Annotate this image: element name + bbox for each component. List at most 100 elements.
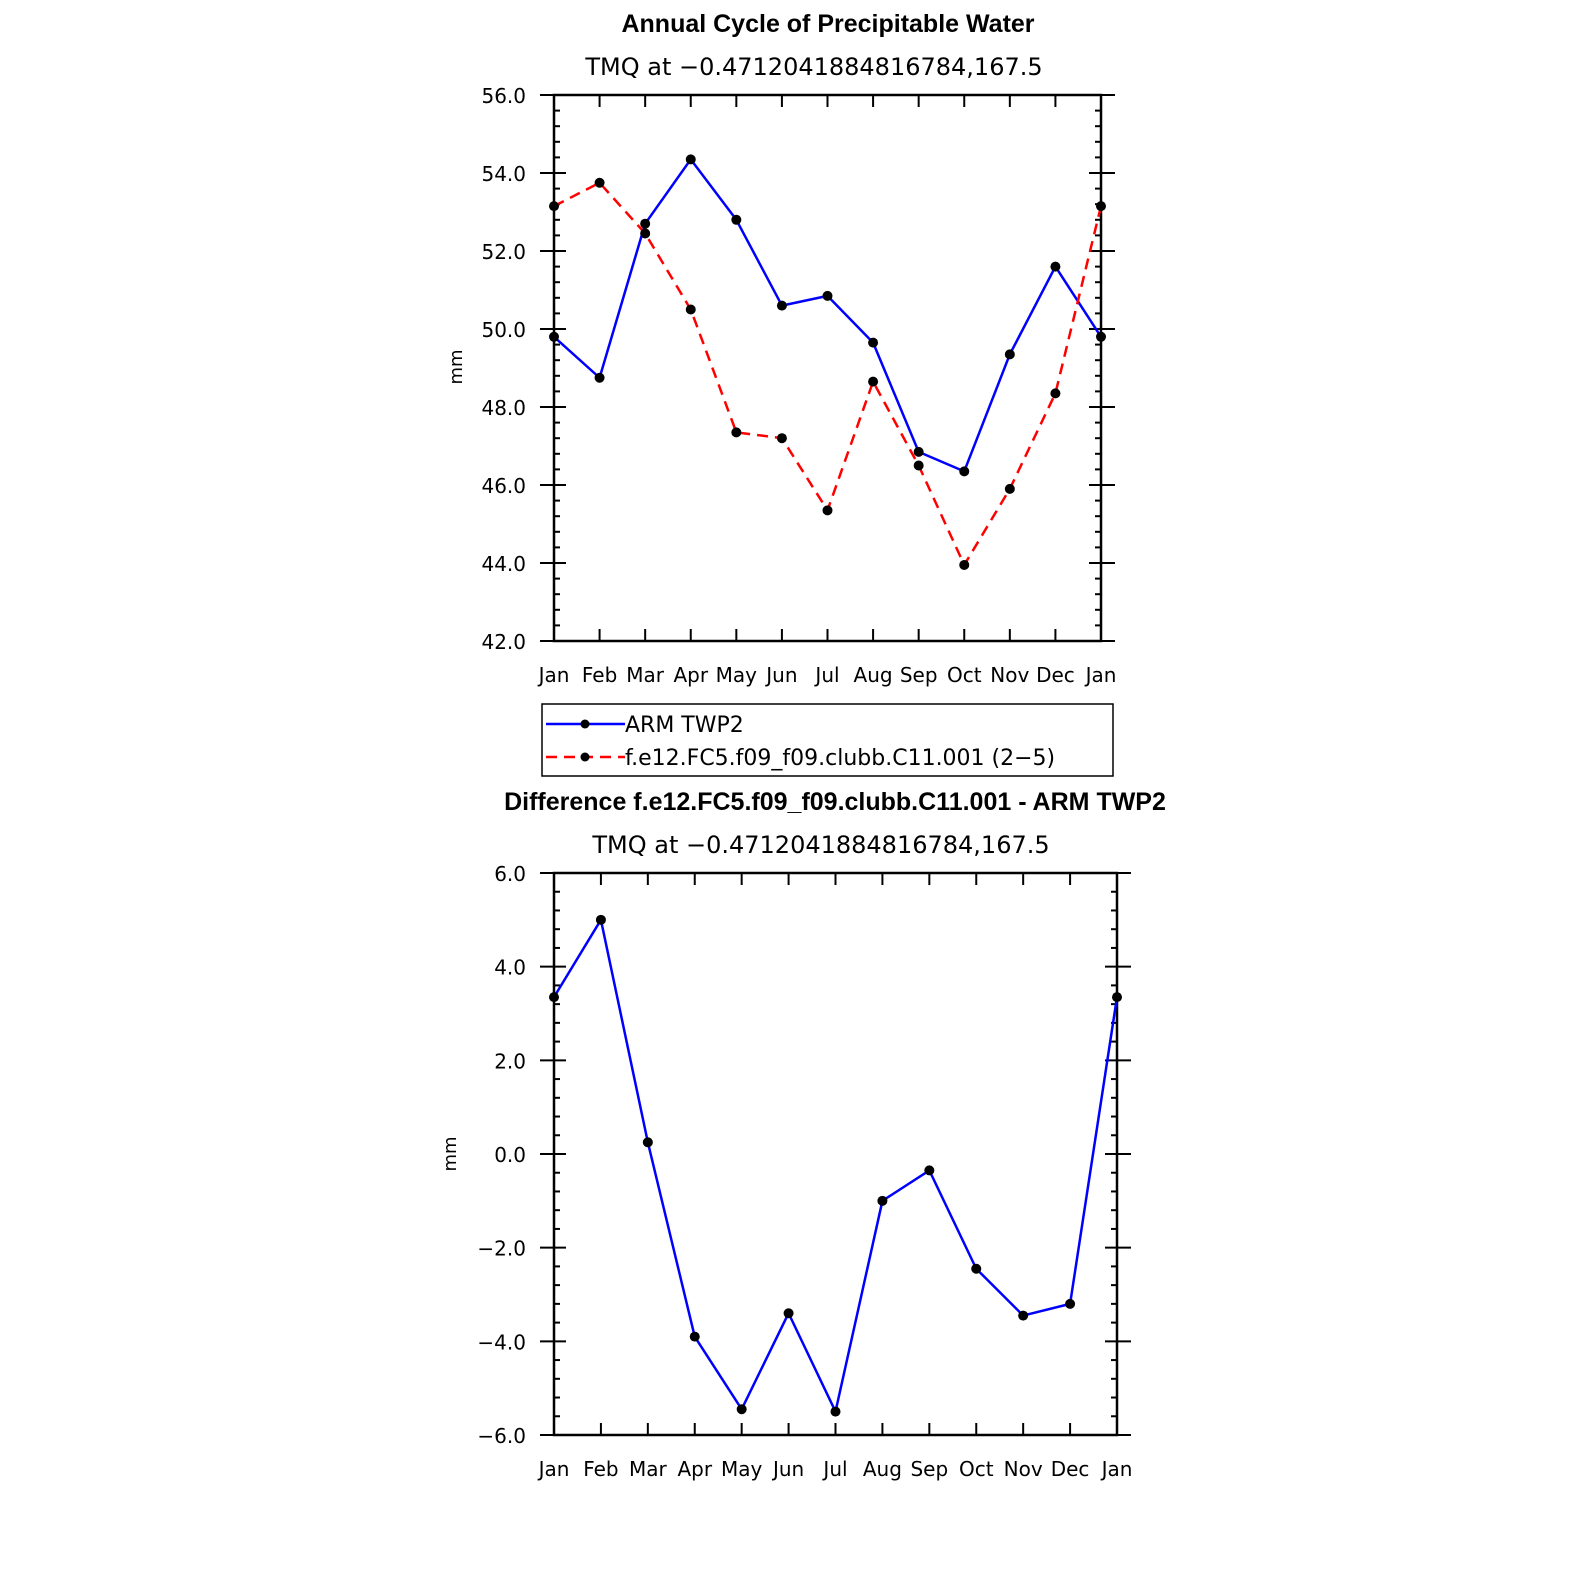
data-point-arm-twp2-6 <box>822 290 833 301</box>
data-point-f-e12-fc5-f09-f09-clubb-c11-001-2-5-4 <box>731 427 742 438</box>
x-tick-label-apr: Apr <box>673 663 708 687</box>
x-tick-label-mar: Mar <box>626 663 665 687</box>
y-tick-label-3: 0.0 <box>494 1143 526 1167</box>
x-tick-labels: Jan Feb Mar Apr May Jun Jul Aug Sep Oct Nov Dec Jan <box>537 1457 1133 1481</box>
data-point-arm-twp2-4 <box>731 214 742 225</box>
x-tick-label-jan: Jan <box>1100 1457 1133 1481</box>
data-point-difference-2 <box>642 1137 653 1148</box>
data-point-arm-twp2-2 <box>640 218 651 229</box>
data-point-arm-twp2-3 <box>685 154 696 165</box>
x-tick-label-may: May <box>716 663 758 687</box>
data-point-f-e12-fc5-f09-f09-clubb-c11-001-2-5-6 <box>822 505 833 516</box>
x-tick-label-nov: Nov <box>1004 1457 1043 1481</box>
x-tick-label-sep: Sep <box>900 663 938 687</box>
x-tick-label-nov: Nov <box>990 663 1029 687</box>
y-tick-label-4: 2.0 <box>494 1049 526 1073</box>
data-point-arm-twp2-1 <box>594 372 605 383</box>
data-point-difference-0 <box>549 992 559 1003</box>
x-tick-label-jan: Jan <box>537 1457 570 1481</box>
legend-label-arm-twp2: ARM TWP2 <box>625 713 744 738</box>
y-tick-label-5: 4.0 <box>494 956 526 980</box>
x-tick-label-jan: Jan <box>1084 663 1117 687</box>
legend-marker-arm-twp2 <box>580 719 590 729</box>
y-tick-label-1: 44.0 <box>481 552 526 576</box>
x-tick-label-oct: Oct <box>959 1457 994 1481</box>
legend-label-model: f.e12.FC5.f09_f09.clubb.C11.001 (2−5) <box>625 746 1055 771</box>
x-tick-label-dec: Dec <box>1051 1457 1090 1481</box>
data-point-difference-10 <box>1018 1310 1029 1321</box>
x-tick-label-jun: Jun <box>771 1457 804 1481</box>
y-tick-labels: 42.0 44.0 46.0 48.0 50.0 52.0 54.0 56.0 <box>481 84 526 654</box>
y-tick-labels: −6.0 −4.0 −2.0 0.0 2.0 4.0 6.0 <box>477 862 526 1448</box>
legend-entry-model: f.e12.FC5.f09_f09.clubb.C11.001 (2−5) <box>546 746 1055 771</box>
data-point-arm-twp2-9 <box>959 466 970 477</box>
data-point-difference-7 <box>877 1195 888 1206</box>
chart-subtitle: TMQ at −0.4712041884816784,167.5 <box>584 53 1042 81</box>
y-tick-label-1: −4.0 <box>477 1330 526 1354</box>
data-point-f-e12-fc5-f09-f09-clubb-c11-001-2-5-9 <box>959 559 970 570</box>
data-point-difference-11 <box>1065 1298 1076 1309</box>
x-tick-label-feb: Feb <box>582 663 617 687</box>
data-point-f-e12-fc5-f09-f09-clubb-c11-001-2-5-5 <box>776 433 787 444</box>
y-tick-label-5: 52.0 <box>481 240 526 264</box>
data-point-difference-9 <box>971 1263 982 1274</box>
x-tick-label-may: May <box>721 1457 763 1481</box>
y-tick-label-2: 46.0 <box>481 474 526 498</box>
data-point-difference-8 <box>924 1165 935 1176</box>
y-axis-label: mm <box>440 1136 461 1171</box>
x-tick-label-jul: Jul <box>821 1457 847 1481</box>
data-point-f-e12-fc5-f09-f09-clubb-c11-001-2-5-0 <box>549 201 559 212</box>
data-point-difference-3 <box>689 1331 700 1342</box>
data-point-f-e12-fc5-f09-f09-clubb-c11-001-2-5-2 <box>640 228 651 239</box>
data-point-difference-6 <box>830 1406 841 1417</box>
data-point-difference-1 <box>595 914 606 925</box>
chart-title: Difference f.e12.FC5.f09_f09.clubb.C11.0… <box>504 788 1166 816</box>
x-tick-label-feb: Feb <box>583 1457 618 1481</box>
chart-subtitle: TMQ at −0.4712041884816784,167.5 <box>591 831 1049 859</box>
data-point-f-e12-fc5-f09-f09-clubb-c11-001-2-5-12 <box>1096 201 1106 212</box>
x-tick-label-mar: Mar <box>629 1457 668 1481</box>
y-tick-label-0: 42.0 <box>481 630 526 654</box>
legend-marker-model <box>580 752 590 762</box>
data-point-arm-twp2-10 <box>1004 349 1015 360</box>
data-point-arm-twp2-12 <box>1096 331 1106 342</box>
x-tick-label-jan: Jan <box>537 663 570 687</box>
y-tick-label-0: −6.0 <box>477 1424 526 1448</box>
plot-frame <box>552 93 1103 643</box>
data-point-f-e12-fc5-f09-f09-clubb-c11-001-2-5-7 <box>868 376 879 387</box>
legend-entry-arm-twp2: ARM TWP2 <box>546 713 744 738</box>
y-tick-label-4: 50.0 <box>481 318 526 342</box>
annual-cycle-chart: Annual Cycle of Precipitable Water TMQ a… <box>446 10 1117 777</box>
x-tick-label-oct: Oct <box>947 663 982 687</box>
y-tick-label-2: −2.0 <box>477 1237 526 1261</box>
y-tick-label-7: 56.0 <box>481 84 526 108</box>
data-point-f-e12-fc5-f09-f09-clubb-c11-001-2-5-1 <box>594 177 605 188</box>
data-point-f-e12-fc5-f09-f09-clubb-c11-001-2-5-11 <box>1050 388 1061 399</box>
x-tick-label-jun: Jun <box>764 663 797 687</box>
plot-frame <box>552 871 1119 1437</box>
series-line-difference <box>552 918 1119 1413</box>
x-tick-label-apr: Apr <box>677 1457 712 1481</box>
data-point-arm-twp2-5 <box>776 300 787 311</box>
x-tick-labels: Jan Feb Mar Apr May Jun Jul Aug Sep Oct Nov Dec Jan <box>537 663 1117 687</box>
data-point-difference-4 <box>736 1404 747 1415</box>
legend: ARM TWP2 f.e12.FC5.f09_f09.clubb.C11.001… <box>541 703 1114 777</box>
axis-ticks <box>540 872 1131 1436</box>
difference-chart: Difference f.e12.FC5.f09_f09.clubb.C11.0… <box>440 788 1166 1481</box>
y-axis-label: mm <box>446 349 467 384</box>
x-tick-label-aug: Aug <box>854 663 893 687</box>
x-tick-label-aug: Aug <box>863 1457 902 1481</box>
data-point-f-e12-fc5-f09-f09-clubb-c11-001-2-5-3 <box>685 304 696 315</box>
data-point-difference-5 <box>783 1308 794 1319</box>
data-point-arm-twp2-11 <box>1050 261 1061 272</box>
axis-ticks <box>540 94 1115 642</box>
legend-box <box>541 703 1114 777</box>
data-point-difference-12 <box>1112 992 1122 1003</box>
x-tick-label-sep: Sep <box>910 1457 948 1481</box>
chart-title: Annual Cycle of Precipitable Water <box>621 10 1034 38</box>
data-point-f-e12-fc5-f09-f09-clubb-c11-001-2-5-10 <box>1004 483 1015 494</box>
data-series <box>549 914 1122 1417</box>
x-tick-label-jul: Jul <box>813 663 839 687</box>
data-point-arm-twp2-0 <box>549 331 559 342</box>
